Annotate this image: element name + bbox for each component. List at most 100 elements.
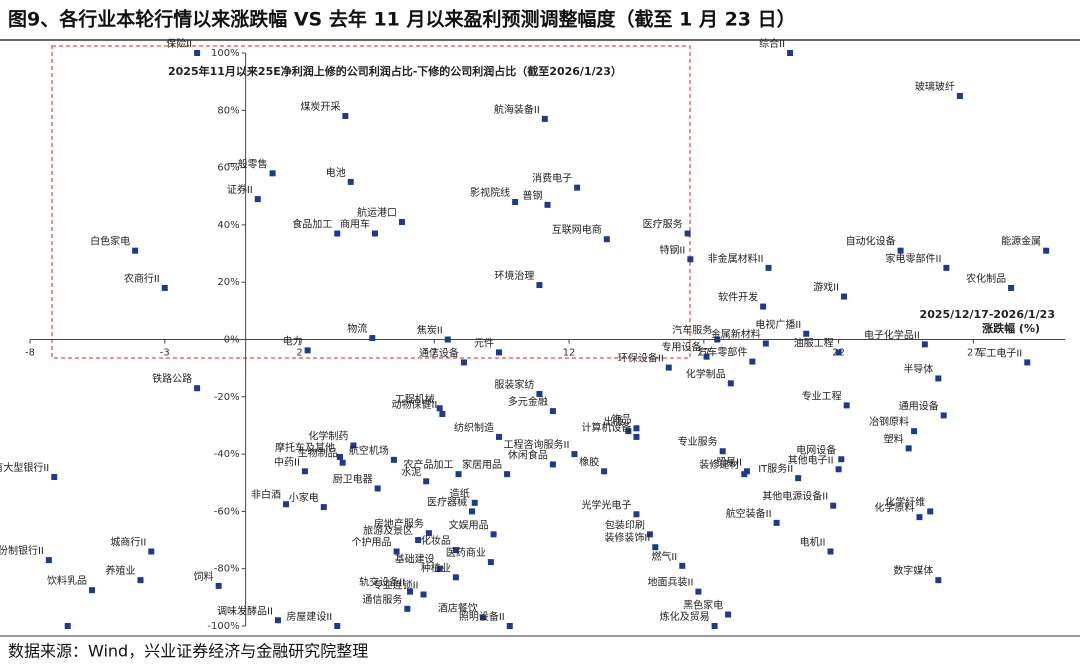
point-label: 水泥 [401, 465, 421, 478]
point [404, 605, 411, 612]
point-label: 农商行II [124, 272, 160, 285]
point-label: 非白酒 [251, 488, 281, 501]
point [940, 412, 947, 419]
y-tick-label: -80% [214, 564, 240, 575]
point-label: 医疗服务 [643, 217, 683, 230]
y-tick-label: 60% [217, 163, 239, 174]
point-label: 煤炭开采 [300, 100, 340, 113]
point [374, 485, 381, 492]
point [347, 178, 354, 185]
point [827, 548, 834, 555]
point [840, 293, 847, 300]
point [544, 201, 551, 208]
y-tick-label: 40% [217, 220, 239, 231]
point-label: 燃气II [651, 550, 677, 563]
point-label: 化妆品 [421, 534, 451, 547]
point [646, 531, 653, 538]
point-label: 航运港口 [357, 206, 397, 219]
point-label: 非金属材料II [708, 252, 764, 265]
point [469, 508, 476, 515]
point-label: 食品加工 [292, 217, 332, 230]
point [436, 565, 443, 572]
point [148, 548, 155, 555]
x-tick-label: -3 [160, 348, 170, 359]
point [536, 282, 543, 289]
point-label: 普钢 [523, 189, 543, 202]
point-label: 轨交设备II [359, 576, 405, 589]
point-label: 白色家电 [90, 235, 130, 248]
point [161, 284, 168, 291]
point [684, 230, 691, 237]
point-label: 个护用品 [352, 536, 392, 549]
point [334, 623, 341, 629]
point [455, 471, 462, 478]
point [719, 448, 726, 455]
point-label: 股份制银行II [0, 544, 44, 557]
point [88, 587, 95, 594]
point-label: 家居用品 [462, 458, 502, 471]
point [601, 468, 608, 475]
point-label: 环境治理 [494, 269, 534, 282]
point [512, 198, 519, 205]
point [633, 433, 640, 440]
point-label: 特钢II [659, 243, 685, 256]
point [350, 442, 357, 449]
chart-title: 图9、各行业本轮行情以来涨跌幅 VS 去年 11 月以来盈利预测调整幅度（截至 … [8, 8, 796, 31]
point-label: 自动化设备 [846, 235, 896, 248]
y-axis-label: 2025年11月以来25E净利润上修的公司利润占比-下修的公司利润占比（截至20… [168, 64, 622, 78]
point [703, 353, 710, 360]
point-label: 计算机设备 [581, 421, 631, 434]
point-label: 通信服务 [362, 593, 402, 606]
point-label: 焦炭II [417, 324, 443, 337]
y-tick-label: -60% [214, 506, 240, 517]
point [334, 230, 341, 237]
point-label: 综合II [759, 37, 785, 50]
point-label: 饰品 [611, 412, 631, 425]
point-label: 一般零售 [228, 157, 268, 170]
x-tick-label: 12 [563, 348, 576, 359]
point-label: 化学制药 [308, 430, 348, 443]
point [339, 459, 346, 466]
point-label: 家电零部件II [886, 252, 942, 265]
point [838, 456, 845, 463]
point-label: 摩托车及其他 [275, 441, 335, 454]
point [911, 428, 918, 435]
point [254, 196, 261, 203]
point-label: 玻璃玻纤 [915, 80, 955, 93]
point-label: 照明设备II [459, 610, 505, 623]
point [439, 410, 446, 417]
point [64, 623, 71, 629]
point-label: 城商行II [110, 536, 146, 549]
point [51, 474, 58, 481]
point [935, 375, 942, 382]
point-label: 电力 [283, 334, 303, 347]
y-tick-label: -20% [214, 392, 240, 403]
point-label: 通信设备 [419, 346, 459, 359]
point-label: 基础建设 [395, 553, 435, 566]
point [536, 390, 543, 397]
point [760, 303, 767, 310]
point [320, 504, 327, 511]
point-label: 保险II [166, 37, 192, 50]
point [194, 50, 201, 56]
point [452, 574, 459, 581]
point [741, 471, 748, 478]
point-label: 工程咨询服务II [504, 438, 570, 451]
x-tick-label: 27 [967, 348, 980, 359]
point [695, 588, 702, 595]
point-label: 航空装备II [726, 507, 772, 520]
x-tick-label: 7 [431, 348, 437, 359]
point-label: 工程机械 [395, 392, 435, 405]
point-label: 专业工程 [802, 389, 842, 402]
point-label: 造纸 [450, 487, 470, 500]
point [372, 230, 378, 237]
point [541, 115, 548, 122]
point [897, 247, 904, 254]
point [652, 544, 659, 551]
point-label: 炼化及贸易 [660, 610, 710, 623]
point [935, 577, 942, 584]
point-label: 航空机场 [349, 444, 389, 457]
point [943, 264, 950, 271]
point-label: 房地产服务 [374, 517, 424, 530]
point [830, 502, 837, 509]
